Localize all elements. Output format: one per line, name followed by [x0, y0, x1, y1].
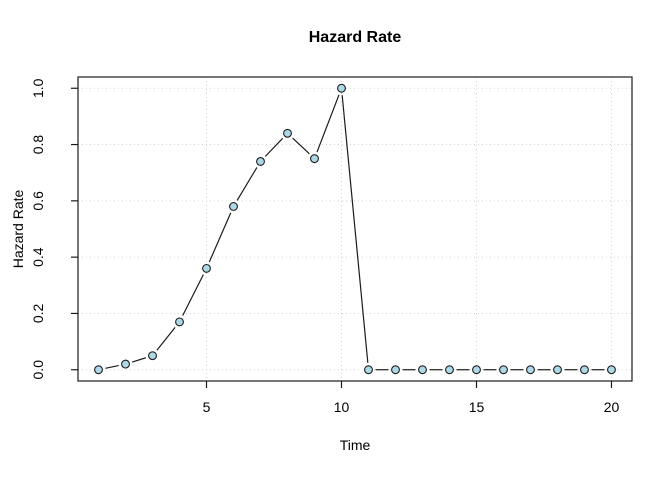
data-point — [175, 317, 184, 327]
data-point — [391, 365, 400, 375]
data-point — [310, 154, 319, 164]
data-point — [202, 263, 211, 273]
series-segment — [182, 274, 204, 316]
y-axis-tick-label: 0.2 — [30, 304, 46, 324]
y-axis-tick-label: 0.6 — [30, 191, 46, 211]
y-axis-tick-label: 0.4 — [30, 247, 46, 267]
data-point — [337, 83, 346, 93]
x-axis-tick-label: 15 — [469, 399, 485, 415]
series-segment — [264, 137, 284, 157]
series-segment — [236, 167, 258, 201]
data-point — [499, 365, 508, 375]
data-point — [148, 351, 157, 361]
x-axis-tick-label: 20 — [604, 399, 620, 415]
plot-box — [77, 76, 633, 382]
data-point — [580, 365, 589, 375]
series-segment — [208, 212, 232, 263]
data-point — [121, 359, 130, 369]
data-point — [229, 202, 238, 211]
chart-title: Hazard Rate — [308, 29, 402, 46]
series-segment — [105, 364, 119, 369]
x-axis-tick-label: 10 — [334, 399, 350, 415]
series-segment — [132, 357, 147, 363]
x-axis-label: Time — [339, 437, 371, 453]
data-point — [283, 128, 292, 138]
data-point — [364, 365, 373, 375]
y-axis-label: Hazard Rate — [10, 189, 26, 269]
series-segment — [292, 137, 310, 155]
data-point — [607, 365, 616, 375]
x-axis-tick-label: 5 — [203, 399, 211, 415]
data-point — [256, 156, 265, 166]
data-point — [445, 365, 454, 375]
data-point — [526, 365, 535, 375]
data-point — [94, 365, 103, 375]
series-segment — [156, 326, 176, 351]
series-segment — [316, 94, 340, 153]
y-axis-tick-label: 0.0 — [30, 360, 46, 380]
data-point — [553, 365, 562, 375]
y-axis-tick-label: 1.0 — [30, 78, 46, 98]
data-point — [472, 365, 481, 375]
y-axis-tick-label: 0.8 — [30, 135, 46, 155]
series-segment — [341, 95, 369, 363]
data-point — [418, 365, 427, 375]
